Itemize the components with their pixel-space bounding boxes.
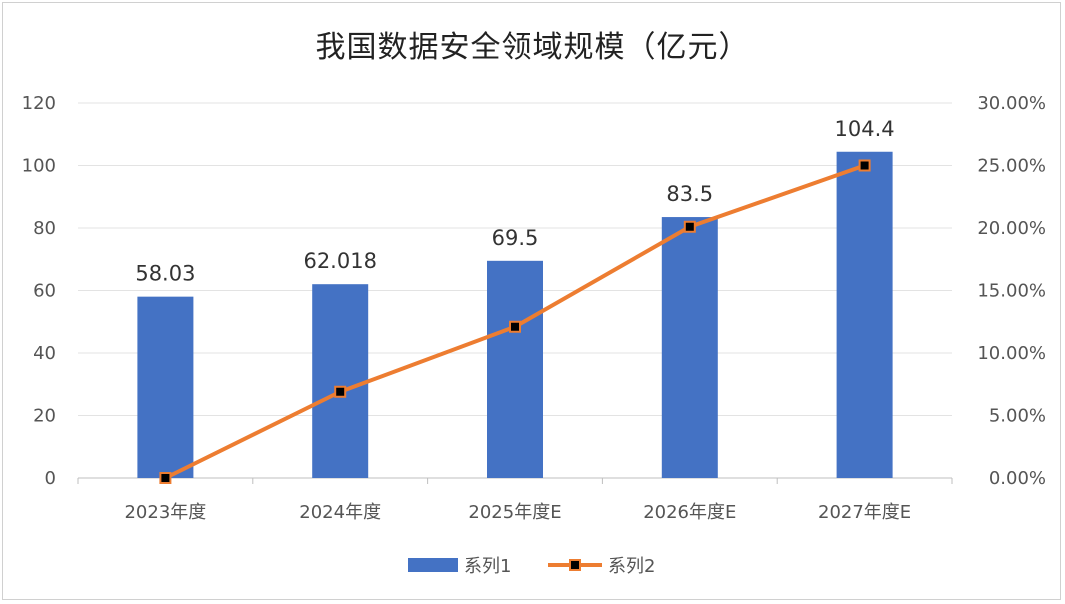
chart-title: 我国数据安全领域规模（亿元） [315,30,750,65]
y-right-tick-label: 15.00% [977,281,1046,302]
bar-data-label: 104.4 [835,117,895,141]
line-point-marker [858,159,871,172]
y-right-tick-label: 0.00% [989,468,1046,489]
bar [836,151,893,478]
y-left-tick-label: 80 [33,218,56,239]
y-left-tick-label: 0 [45,468,56,489]
legend-label-bar: 系列1 [464,556,511,577]
bar-data-label: 58.03 [135,262,195,286]
line-point-marker [509,320,521,333]
y-right-tick-label: 20.00% [977,218,1046,239]
bar [312,284,369,478]
y-left-tick-label: 100 [22,156,56,177]
x-tick-label: 2027年度E [818,502,911,523]
y-right-tick-label: 30.00% [977,93,1046,114]
bar-data-label: 62.018 [303,249,376,273]
line-point-marker [683,220,696,233]
x-tick-label: 2026年度E [643,502,736,523]
bar-data-label: 69.5 [492,226,539,250]
x-tick-label: 2023年度 [124,502,206,523]
bar [137,296,194,478]
legend-label-line: 系列2 [608,556,655,577]
x-tick-label: 2025年度E [468,502,561,523]
bar-data-label: 83.5 [666,182,713,206]
y-left-tick-label: 60 [33,281,56,302]
legend-swatch-bar [408,558,458,572]
legend-swatch-marker [569,559,581,571]
y-right-tick-label: 10.00% [977,343,1046,364]
line-point-marker [334,385,347,398]
bar [487,260,543,478]
y-left-tick-label: 40 [33,343,56,364]
y-right-tick-label: 25.00% [977,156,1046,177]
x-tick-label: 2024年度 [299,502,381,523]
line-point-marker [159,472,172,484]
bar [661,217,718,478]
y-left-tick-label: 120 [22,93,56,114]
y-right-tick-label: 5.00% [989,406,1046,427]
y-left-tick-label: 20 [33,406,56,427]
